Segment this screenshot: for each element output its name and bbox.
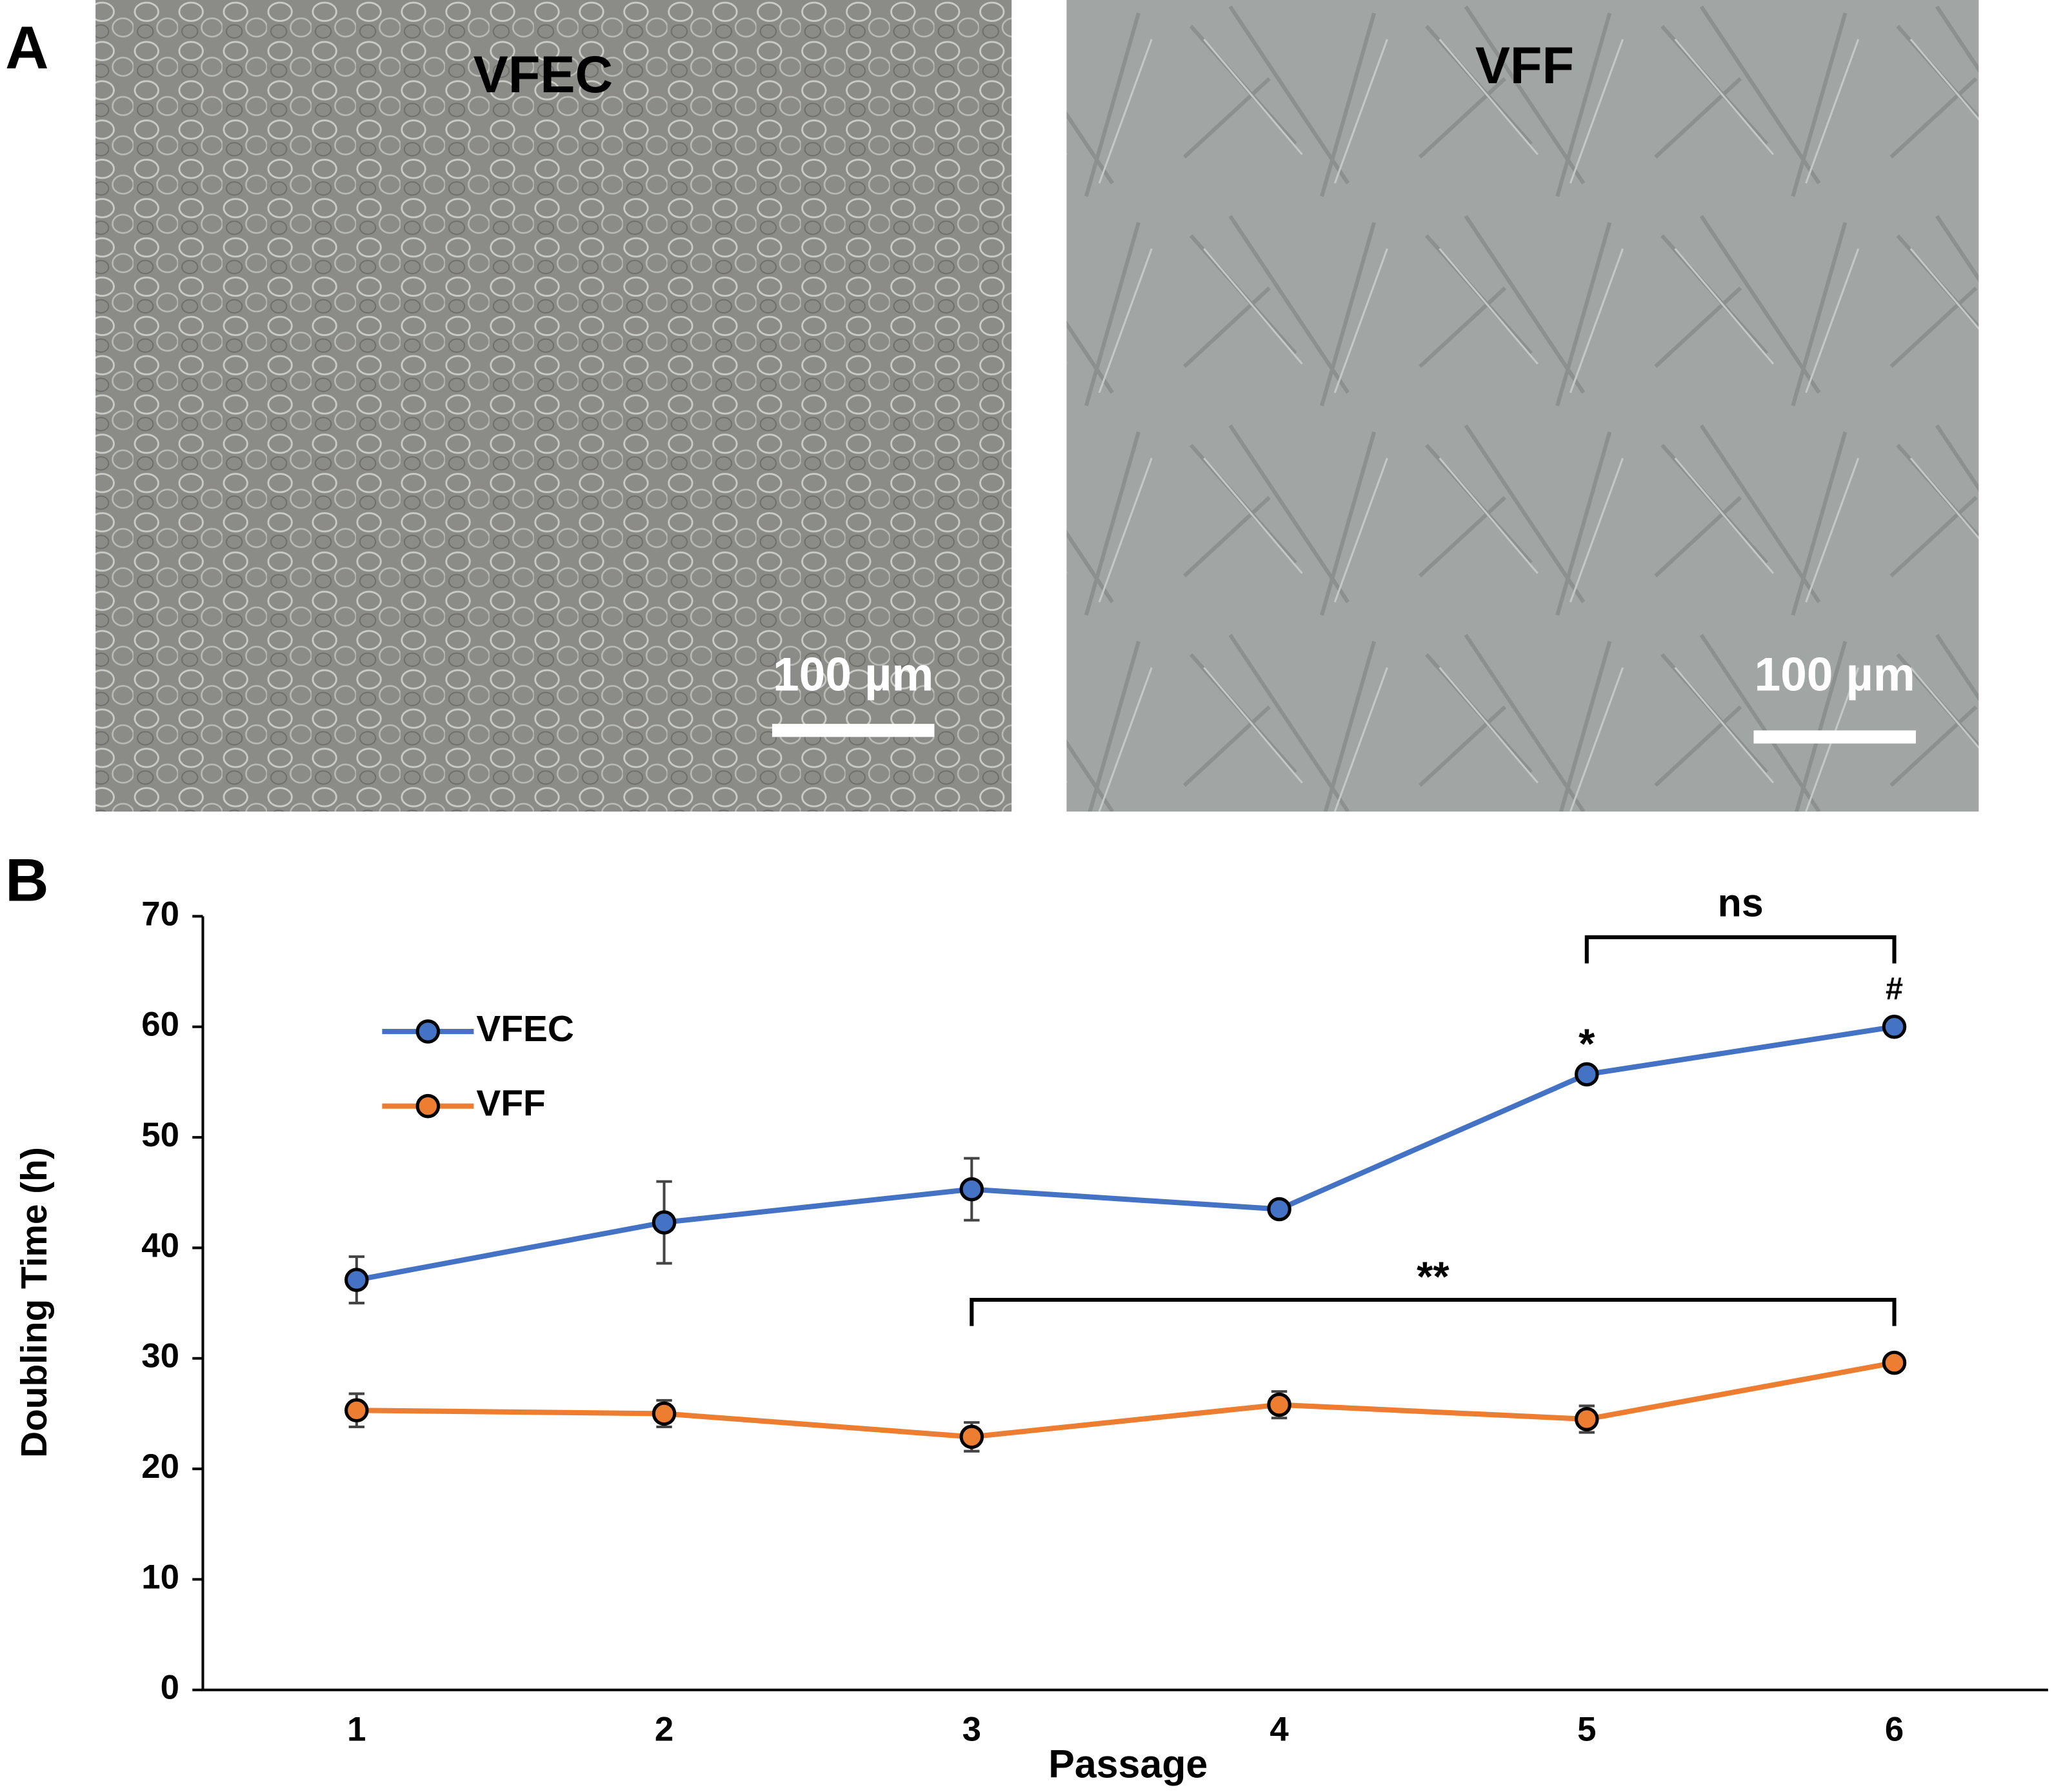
- series-line: [356, 1360, 1895, 1440]
- marker: [1267, 1197, 1291, 1222]
- panel-label: A: [5, 14, 48, 81]
- y-tick-label: 10: [141, 1558, 179, 1596]
- y-axis-title: Doubling Time (h): [14, 1147, 55, 1458]
- marker: [344, 1268, 369, 1292]
- marker: [344, 1398, 369, 1423]
- annotation: ns: [1718, 881, 1764, 924]
- legend-label: VFF: [476, 1084, 545, 1124]
- micrograph: VFEC 100 µm: [95, 0, 1012, 812]
- annotation: *: [1579, 1020, 1595, 1068]
- bracket: [1584, 935, 1897, 964]
- marker: [1267, 1392, 1291, 1417]
- scale-label: 100 µm: [1755, 648, 1915, 701]
- x-axis-title: Passage: [1048, 1742, 1208, 1786]
- scale-bar: [1753, 730, 1917, 744]
- bracket: [970, 1297, 1897, 1326]
- y-tick-label: 60: [141, 1006, 179, 1044]
- marker: [1882, 1350, 1907, 1375]
- y-tick-label: 20: [141, 1448, 179, 1486]
- marker: [1882, 1015, 1907, 1039]
- x-tick-label: 3: [962, 1711, 981, 1749]
- scale-label: 100 µm: [773, 648, 933, 701]
- marker: [1575, 1062, 1599, 1087]
- y-tick-label: 0: [161, 1669, 179, 1707]
- annotation: **: [1417, 1253, 1449, 1300]
- annotation: #: [1886, 971, 1903, 1006]
- marker: [652, 1401, 677, 1426]
- legend-marker: [415, 1093, 441, 1119]
- series-line: [356, 1024, 1895, 1283]
- x-tick-label: 6: [1885, 1711, 1904, 1749]
- y-tick-label: 70: [141, 895, 179, 933]
- micrograph: VFF 100 µm: [1066, 0, 1979, 812]
- scale-bar: [772, 724, 935, 737]
- x-tick-label: 5: [1577, 1711, 1596, 1749]
- x-tick-label: 2: [655, 1711, 673, 1749]
- marker: [959, 1177, 984, 1202]
- marker: [959, 1424, 984, 1449]
- x-tick-label: 4: [1270, 1711, 1289, 1749]
- image-title: VFF: [1475, 37, 1574, 95]
- x-tick-label: 1: [347, 1711, 366, 1749]
- y-tick-label: 40: [141, 1226, 179, 1264]
- panel-label: B: [5, 846, 48, 913]
- legend-label: VFEC: [476, 1009, 573, 1050]
- image: [95, 0, 1012, 812]
- marker: [1575, 1407, 1599, 1431]
- legend-marker: [415, 1019, 441, 1044]
- image-title: VFEC: [473, 46, 613, 104]
- image: [1066, 0, 1979, 812]
- y-tick-label: 50: [141, 1116, 179, 1154]
- y-tick-label: 30: [141, 1337, 179, 1375]
- marker: [652, 1210, 677, 1235]
